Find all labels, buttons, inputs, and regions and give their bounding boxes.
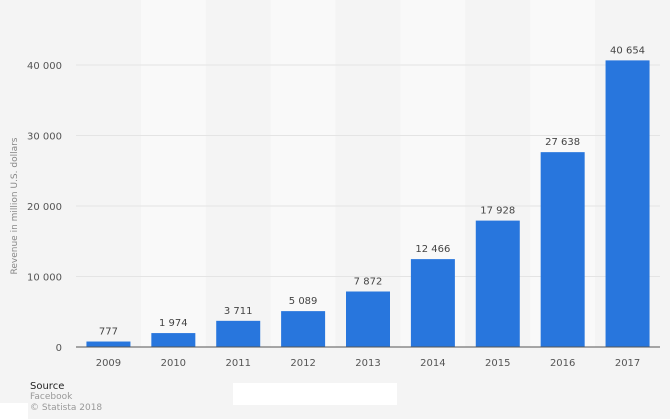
bar-2015[interactable] — [475, 220, 520, 347]
blank-banner — [233, 383, 397, 405]
source-heading: Source — [30, 381, 65, 392]
bar-2017[interactable] — [605, 60, 650, 347]
y-axis-title: Revenue in million U.S. dollars — [10, 137, 20, 274]
y-tick-labels: 0 10 000 20 000 30 000 40 000 — [27, 61, 62, 354]
bar-2013[interactable] — [346, 291, 390, 347]
y-tick-label: 0 — [56, 343, 62, 354]
bars: 777 1 974 3 711 5 089 7 872 12 466 17 928 27 63… — [86, 45, 650, 347]
source-block: Source Facebook © Statista 2018 — [30, 381, 102, 414]
x-tick-label: 2011 — [225, 358, 250, 369]
y-tick-label: 20 000 — [27, 202, 62, 213]
bar-2010[interactable] — [151, 333, 196, 347]
data-label: 777 — [99, 327, 118, 338]
x-tick-label: 2013 — [355, 358, 380, 369]
data-label: 1 974 — [159, 318, 188, 329]
x-tick-label: 2012 — [290, 358, 315, 369]
data-label: 5 089 — [289, 296, 318, 307]
x-tick-label: 2017 — [615, 358, 640, 369]
column-band — [140, 0, 206, 347]
copyright: © Statista 2018 — [30, 403, 103, 413]
y-tick-label: 30 000 — [27, 132, 62, 143]
column-band — [335, 0, 401, 347]
bar-2012[interactable] — [281, 311, 326, 347]
data-label: 27 638 — [545, 137, 580, 148]
bar-2016[interactable] — [540, 152, 585, 347]
x-tick-label: 2015 — [485, 358, 510, 369]
column-band — [205, 0, 271, 347]
bar-2009[interactable] — [86, 341, 131, 347]
y-tick-label: 10 000 — [27, 273, 62, 284]
x-tick-label: 2014 — [420, 358, 445, 369]
data-label: 3 711 — [224, 306, 253, 317]
x-tick-label: 2010 — [161, 358, 186, 369]
y-tick-label: 40 000 — [27, 61, 62, 72]
data-label: 12 466 — [415, 244, 450, 255]
column-band — [270, 0, 336, 347]
data-label: 17 928 — [480, 206, 515, 217]
blank-strip — [0, 403, 28, 419]
data-label: 40 654 — [610, 45, 645, 56]
bar-2014[interactable] — [410, 259, 455, 347]
data-label: 7 872 — [354, 277, 383, 288]
source-name: Facebook — [30, 392, 73, 402]
x-tick-label: 2016 — [550, 358, 575, 369]
column-band — [76, 0, 141, 347]
bar-2011[interactable] — [216, 320, 261, 347]
x-tick-labels: 2009 2010 2011 2012 2013 2014 2015 2016 2017 — [96, 358, 641, 369]
x-tick-label: 2009 — [96, 358, 121, 369]
